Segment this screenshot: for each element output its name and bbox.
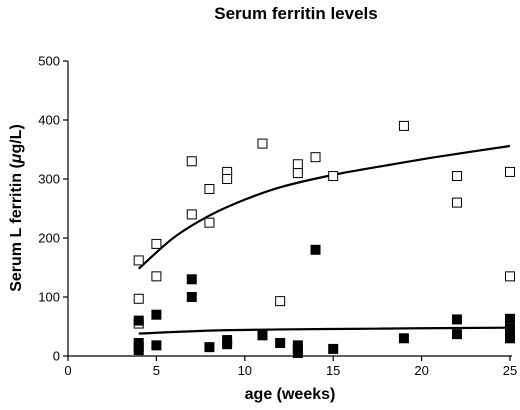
- filled-square-marker: [505, 333, 515, 344]
- x-tick-label: 0: [64, 363, 71, 378]
- filled-square-marker: [505, 313, 515, 324]
- filled-square-marker: [151, 340, 162, 351]
- chart-title: Serum ferritin levels: [214, 4, 377, 23]
- filled-square-marker: [451, 329, 462, 340]
- open-square-marker: [133, 293, 144, 304]
- y-ticks: 0 100 200 300 400 500: [38, 54, 68, 364]
- y-tick-label: 200: [38, 231, 60, 246]
- open-square-marker: [505, 166, 515, 177]
- x-tick-label: 20: [414, 363, 428, 378]
- y-tick-label: 500: [38, 54, 60, 69]
- x-ticks: 0 5 10 15 20 25: [64, 356, 517, 378]
- open-square-marker: [451, 197, 462, 208]
- open-square-marker: [275, 296, 286, 307]
- filled-square-marker: [186, 292, 197, 302]
- filled-square-marker: [328, 343, 339, 354]
- filled-square-marker: [275, 338, 286, 349]
- y-axis-label-prefix: Serum L ferritin (: [8, 163, 25, 292]
- filled-square-marker: [204, 342, 215, 353]
- open-square-marker: [204, 217, 215, 228]
- y-tick-label: 300: [38, 172, 60, 187]
- filled-square-marker: [310, 244, 321, 255]
- y-tick-label: 0: [53, 349, 60, 364]
- filled-square-marker: [133, 315, 144, 326]
- filled-square-marker: [451, 314, 462, 325]
- y-tick-label: 400: [38, 113, 60, 128]
- open-square-marker: [151, 238, 162, 249]
- filled-square-marker: [398, 333, 409, 344]
- open-square-marker: [257, 138, 268, 149]
- filled-square-marker: [133, 345, 144, 356]
- open-square-marker: [310, 152, 321, 163]
- x-tick-label: 10: [238, 363, 252, 378]
- filled-square-marker: [151, 309, 162, 320]
- filled-square-marker: [505, 323, 515, 334]
- open-square-marker: [451, 171, 462, 182]
- y-tick-label: 100: [38, 290, 60, 305]
- open-square-marker: [292, 168, 303, 179]
- filled-square-marker: [222, 339, 233, 350]
- filled-square-marker: [257, 330, 268, 341]
- open-square-marker: [133, 255, 144, 266]
- x-axis-label: age (weeks): [245, 386, 336, 403]
- open-square-marker: [151, 271, 162, 282]
- fit-curve-1: [137, 144, 511, 270]
- y-axis-label-suffix: g/L): [8, 124, 25, 153]
- filled-square-marker: [186, 274, 197, 285]
- open-square-marker: [398, 120, 409, 131]
- open-square-marker: [186, 209, 197, 220]
- open-square-marker: [328, 171, 339, 182]
- open-square-marker: [505, 271, 515, 282]
- x-tick-label: 5: [153, 363, 160, 378]
- open-square-marker: [292, 159, 303, 170]
- y-axis-label-unit-symbol: μ: [8, 153, 25, 164]
- open-square-marker: [186, 156, 197, 167]
- x-tick-label: 25: [503, 363, 517, 378]
- fit-lines: [137, 144, 511, 335]
- open-square-marker: [222, 174, 233, 184]
- fit-curve-2: [138, 326, 511, 335]
- y-axis-label: Serum L ferritin (μg/L): [8, 124, 25, 292]
- data-markers: [133, 120, 515, 359]
- filled-square-marker: [292, 348, 303, 359]
- x-tick-label: 15: [326, 363, 340, 378]
- open-square-marker: [204, 184, 215, 195]
